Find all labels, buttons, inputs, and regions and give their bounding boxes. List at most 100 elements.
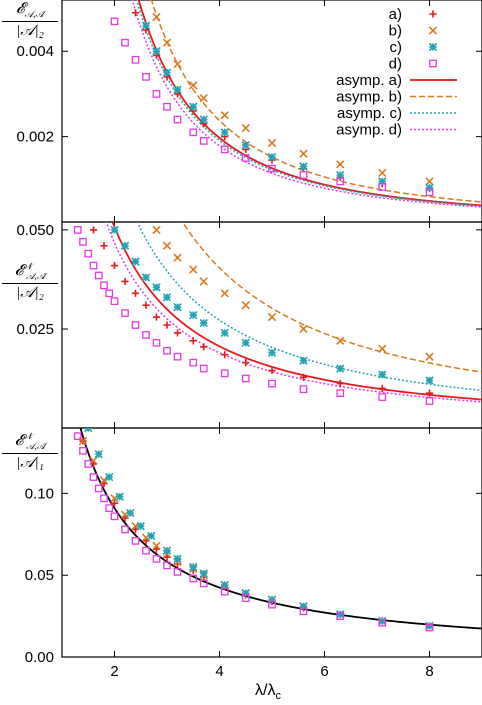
data-point bbox=[131, 321, 140, 329]
legend-label: b) bbox=[389, 23, 402, 40]
data-point bbox=[189, 337, 197, 345]
data-point bbox=[242, 359, 250, 367]
series-b bbox=[152, 225, 434, 361]
data-point bbox=[241, 594, 250, 602]
legend-label: asymp. b) bbox=[336, 89, 402, 106]
data-point bbox=[268, 600, 276, 609]
data-point bbox=[105, 504, 114, 513]
data-point bbox=[136, 521, 145, 531]
series-d bbox=[73, 226, 434, 405]
plot-frame bbox=[61, 427, 482, 658]
data-point bbox=[152, 90, 161, 98]
data-point bbox=[425, 183, 434, 193]
data-point bbox=[115, 492, 124, 501]
data-point bbox=[299, 324, 308, 334]
data-point bbox=[105, 472, 114, 482]
data-point bbox=[163, 102, 171, 111]
y-axis-label-middle: 𝓔𝒩𝒜,𝒜̄ |𝒜|₂ bbox=[2, 262, 58, 301]
data-point bbox=[189, 265, 198, 274]
data-point bbox=[173, 329, 182, 337]
data-point bbox=[425, 352, 434, 361]
data-point bbox=[220, 587, 229, 596]
data-point bbox=[220, 289, 229, 298]
data-point bbox=[336, 389, 345, 397]
data-point bbox=[79, 237, 87, 246]
data-point bbox=[378, 344, 387, 353]
data-point bbox=[336, 380, 344, 388]
y-tick-label: 0.025 bbox=[16, 321, 54, 338]
data-point bbox=[241, 301, 250, 310]
data-point bbox=[89, 473, 98, 481]
data-point bbox=[200, 343, 208, 351]
data-point bbox=[141, 273, 151, 282]
data-point bbox=[199, 277, 208, 286]
data-point bbox=[110, 297, 119, 306]
data-point bbox=[173, 85, 182, 94]
x-tick-label: 8 bbox=[425, 663, 433, 680]
data-point bbox=[378, 168, 387, 178]
data-point bbox=[100, 281, 108, 290]
y-tick-label: 0.004 bbox=[16, 43, 54, 60]
data-point bbox=[152, 283, 161, 292]
data-point bbox=[336, 610, 345, 619]
data-point bbox=[425, 621, 434, 631]
curve-asymp-c- bbox=[135, 0, 482, 207]
data-point bbox=[162, 546, 172, 555]
data-point bbox=[73, 432, 82, 441]
data-point bbox=[152, 225, 161, 235]
data-point bbox=[152, 47, 161, 56]
data-point bbox=[84, 249, 93, 258]
data-point bbox=[131, 537, 140, 545]
y-tick-label: 0.05 bbox=[25, 567, 54, 584]
data-point bbox=[189, 128, 198, 137]
data-point bbox=[142, 331, 150, 339]
data-point bbox=[152, 12, 161, 22]
data-point bbox=[336, 364, 345, 373]
data-point bbox=[299, 385, 308, 394]
data-point bbox=[162, 68, 172, 77]
data-point bbox=[220, 111, 229, 120]
data-point bbox=[220, 328, 229, 338]
data-point bbox=[142, 72, 150, 81]
series-c bbox=[110, 225, 434, 385]
data-point bbox=[267, 152, 277, 162]
data-point bbox=[94, 484, 103, 493]
y-axis-label-top: 𝓔𝒜,𝒜̄ |𝒜|₂ bbox=[2, 2, 58, 39]
legend-label: asymp. d) bbox=[336, 122, 402, 139]
data-point bbox=[299, 373, 308, 381]
data-point bbox=[241, 123, 250, 133]
data-point bbox=[121, 38, 129, 47]
data-point bbox=[378, 183, 387, 191]
curve-asymp-c- bbox=[136, 222, 482, 392]
data-point bbox=[267, 595, 277, 604]
data-point bbox=[100, 242, 108, 250]
series-d bbox=[110, 17, 434, 196]
legend-label: a) bbox=[389, 6, 402, 23]
data-point bbox=[199, 364, 208, 373]
data-point bbox=[121, 277, 129, 286]
curve-fit bbox=[79, 428, 482, 630]
data-point bbox=[84, 428, 93, 433]
legend-label: d) bbox=[389, 56, 402, 73]
data-point bbox=[241, 154, 250, 162]
data-point bbox=[173, 302, 182, 312]
data-point bbox=[189, 310, 198, 320]
data-point bbox=[110, 17, 119, 26]
curve-asymp-a- bbox=[137, 0, 482, 207]
plot-frame bbox=[61, 0, 482, 223]
series-b bbox=[78, 436, 434, 631]
data-point bbox=[425, 376, 434, 385]
curve-asymp-b- bbox=[181, 222, 482, 373]
data-point bbox=[173, 554, 182, 564]
data-point bbox=[99, 476, 109, 485]
data-point bbox=[268, 379, 276, 388]
data-point bbox=[162, 38, 172, 47]
data-point bbox=[163, 321, 171, 329]
data-point bbox=[336, 612, 345, 620]
data-point bbox=[221, 351, 229, 359]
legend-label: asymp. c) bbox=[337, 105, 402, 122]
data-point bbox=[299, 162, 308, 171]
data-point bbox=[162, 293, 172, 302]
data-point bbox=[267, 348, 277, 357]
